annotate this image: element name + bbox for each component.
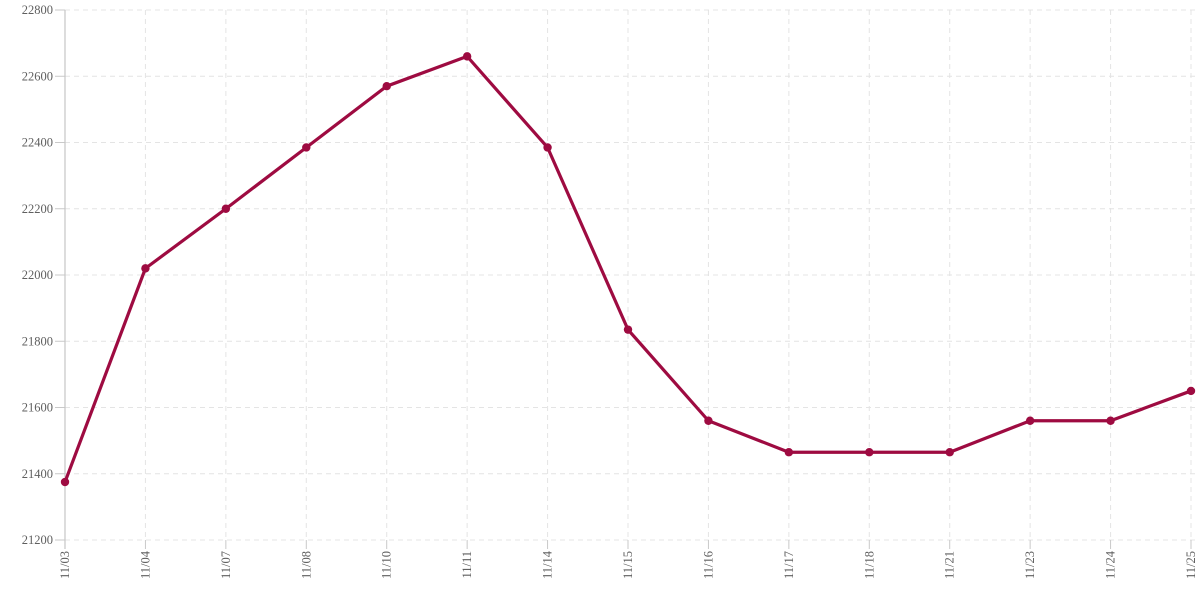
y-tick-label: 21200 [22, 533, 53, 547]
data-point-marker[interactable] [784, 448, 794, 457]
data-point-marker[interactable] [1186, 386, 1196, 396]
data-point-marker[interactable] [382, 81, 391, 91]
data-point-marker[interactable] [60, 477, 70, 487]
data-point-marker[interactable] [623, 325, 633, 334]
y-tick-label: 22600 [22, 69, 53, 83]
x-tick-label: 11/17 [782, 551, 796, 579]
x-tick-label: 11/08 [299, 551, 313, 579]
data-point-marker[interactable] [945, 448, 954, 457]
y-tick-label: 22400 [22, 136, 53, 150]
y-tick-label: 21800 [22, 334, 53, 348]
y-tick-label: 22000 [22, 268, 53, 282]
y-tick-label: 22800 [22, 3, 53, 17]
x-tick-label: 11/16 [701, 551, 715, 579]
y-tick-label: 21600 [22, 401, 53, 415]
y-tick-label: 22200 [22, 202, 53, 216]
data-point-marker[interactable] [141, 264, 150, 273]
x-tick-label: 11/14 [541, 550, 555, 579]
x-tick-label: 11/21 [943, 551, 957, 579]
data-point-marker[interactable] [543, 143, 552, 152]
y-tick-label: 21400 [22, 467, 53, 481]
x-tick-label: 11/10 [380, 551, 394, 579]
data-point-marker[interactable] [1025, 416, 1035, 425]
data-point-marker[interactable] [221, 204, 231, 213]
x-tick-label: 11/03 [58, 551, 72, 579]
x-tick-label: 11/04 [138, 550, 152, 579]
x-tick-label: 11/18 [862, 551, 876, 579]
data-point-marker[interactable] [865, 448, 874, 457]
x-tick-label: 11/24 [1104, 550, 1118, 579]
x-tick-label: 11/23 [1023, 551, 1037, 579]
data-point-marker[interactable] [302, 143, 311, 152]
x-tick-label: 11/07 [219, 551, 233, 579]
data-point-marker[interactable] [1106, 416, 1115, 425]
data-point-marker[interactable] [704, 416, 713, 425]
x-tick-label: 11/11 [460, 551, 474, 579]
x-tick-label: 11/15 [621, 551, 635, 579]
x-tick-label: 11/25 [1184, 551, 1198, 579]
data-point-marker[interactable] [462, 52, 472, 61]
